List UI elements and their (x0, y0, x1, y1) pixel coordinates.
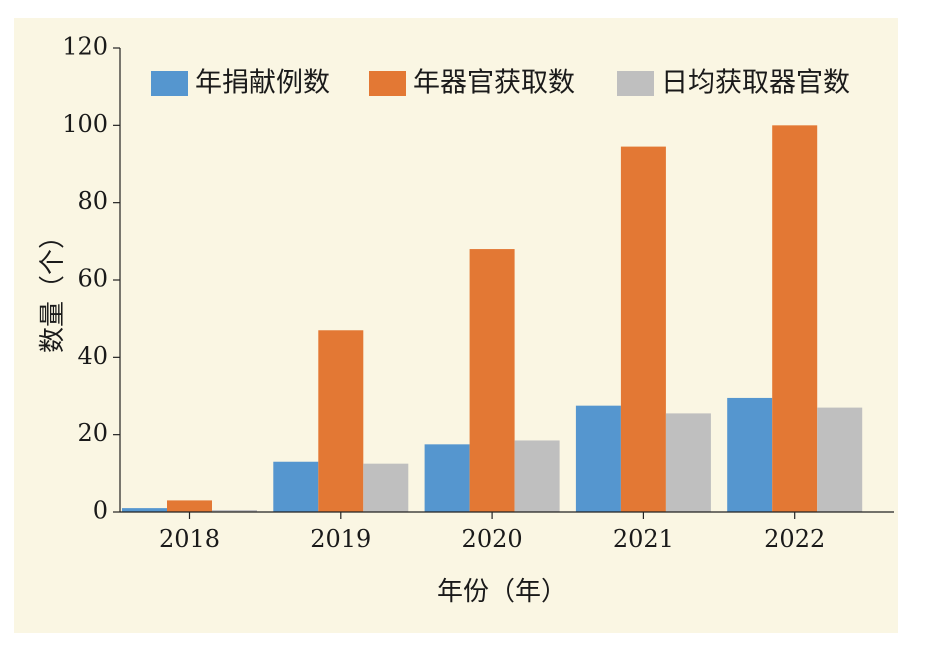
bar-3-2019 (363, 463, 409, 512)
x-tick-label: 2018 (159, 525, 220, 553)
y-tick-label: 20 (77, 419, 108, 447)
bar-2-2019 (318, 330, 364, 512)
bar-2-2020 (469, 249, 515, 513)
y-tick-label: 120 (62, 33, 108, 61)
x-tick-label: 2022 (764, 525, 825, 553)
chart-panel: 0 20 40 60 80 100 120 2018 2019 2020 2021 2022 数量（… (14, 18, 898, 633)
x-tick-label: 2020 (462, 525, 523, 553)
bar-3-2022 (817, 407, 863, 512)
legend-swatch-3 (617, 71, 654, 96)
bar-1-2020 (424, 444, 470, 512)
y-tick-label: 40 (77, 342, 108, 370)
x-tick-label: 2021 (613, 525, 674, 553)
bar-1-2018 (122, 508, 167, 512)
x-ticks-group: 2018 2019 2020 2021 2022 (159, 512, 825, 553)
bar-3-2020 (514, 440, 560, 512)
bar-1-2019 (273, 461, 319, 512)
bars-group (122, 125, 863, 513)
x-tick-label: 2019 (310, 525, 371, 553)
bar-1-2022 (727, 397, 773, 512)
y-tick-label: 100 (62, 110, 108, 138)
y-tick-label: 0 (93, 497, 108, 525)
bar-2-2021 (620, 146, 666, 512)
bar-3-2021 (665, 413, 711, 512)
bar-3-2018 (212, 510, 257, 512)
y-ticks-group: 0 20 40 60 80 100 120 (62, 33, 120, 525)
y-tick-label: 80 (77, 187, 108, 215)
y-tick-label: 60 (77, 265, 108, 293)
y-axis-label: 数量（个） (38, 223, 68, 353)
bar-chart: 0 20 40 60 80 100 120 2018 2019 2020 2021 2022 数量（… (38, 33, 894, 607)
legend-label-2: 年器官获取数 (413, 68, 575, 99)
legend-label-1: 年捐献例数 (195, 68, 330, 99)
legend-swatch-2 (369, 71, 406, 96)
legend-swatch-1 (151, 71, 188, 96)
bar-2-2018 (167, 500, 212, 512)
legend-label-3: 日均获取器官数 (661, 68, 850, 99)
legend: 年捐献例数 年器官获取数 日均获取器官数 (151, 68, 850, 99)
x-axis-label: 年份（年） (437, 577, 567, 607)
bar-2-2022 (772, 125, 818, 512)
bar-1-2021 (575, 405, 621, 512)
